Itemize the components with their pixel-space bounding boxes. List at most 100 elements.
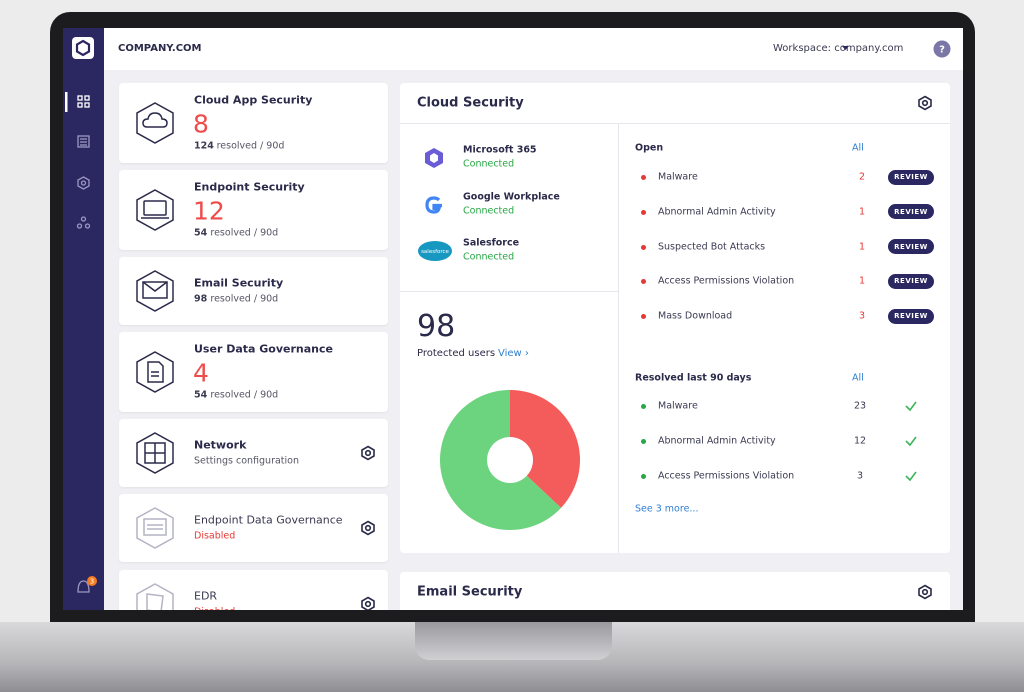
card-icon: [136, 583, 174, 610]
check-icon: [905, 471, 917, 482]
sidebar: [63, 28, 104, 610]
donut-chart: [439, 390, 580, 530]
cloud-security-panel: Cloud Security 98 Protected users View ›…: [400, 83, 950, 553]
review-button[interactable]: REVIEW: [888, 239, 934, 255]
resolved-count: 124: [194, 140, 214, 152]
card-title: Endpoint Data Governance: [194, 513, 343, 527]
review-button[interactable]: REVIEW: [888, 204, 934, 220]
help-icon[interactable]: ?: [939, 45, 945, 56]
divider: [618, 123, 619, 553]
security-card[interactable]: User Data Governance 4 54 resolved / 90d: [119, 332, 388, 412]
view-link[interactable]: View ›: [498, 348, 529, 359]
alert-count: 3: [858, 310, 866, 322]
security-card[interactable]: EDR Disabled: [119, 570, 388, 610]
alert-name[interactable]: Suspected Bot Attacks: [658, 240, 766, 252]
sidebar-icons: 3: [65, 37, 97, 593]
screen: 3 COMPANY.COM Workspace: company.com ? C…: [63, 28, 963, 610]
integration-status: Connected: [463, 251, 515, 263]
status-dot: [641, 439, 646, 444]
resolved-text: resolved / 90d: [210, 227, 279, 239]
integration-logo: salesforce: [418, 241, 452, 261]
status-dot: [641, 474, 646, 479]
integration-name: Salesforce: [463, 237, 520, 249]
card-title: Email Security: [194, 276, 284, 290]
card-title: EDR: [194, 589, 218, 603]
see-more-link[interactable]: See 3 more...: [635, 503, 699, 515]
help-button[interactable]: ?: [929, 36, 955, 62]
alert-name[interactable]: Malware: [658, 400, 698, 412]
card-title: Network: [194, 438, 247, 452]
integration-name: Microsoft 365: [463, 144, 537, 156]
security-card[interactable]: Email Security 98 resolved / 90d: [119, 257, 388, 325]
card-title: Endpoint Security: [194, 180, 305, 194]
status-dot: [641, 244, 646, 250]
settings-icon[interactable]: [917, 584, 933, 600]
workspace-selector[interactable]: Workspace: company.com: [773, 43, 904, 54]
security-card[interactable]: Network Settings configuration: [119, 419, 388, 487]
card-subtitle: Settings configuration: [194, 455, 300, 467]
integration-logo: [425, 195, 442, 214]
card-alert-count: 8: [193, 109, 209, 139]
settings-icon[interactable]: [360, 520, 376, 536]
top-bar: [63, 28, 963, 70]
review-button[interactable]: REVIEW: [888, 169, 934, 185]
review-button[interactable]: REVIEW: [888, 308, 934, 324]
dropdown-caret: [842, 46, 849, 50]
card-alert-count: 12: [193, 196, 225, 226]
integration-logo: [425, 148, 443, 168]
divider: [400, 123, 950, 124]
alert-count: 12: [853, 435, 867, 447]
protected-users-label: Protected users: [417, 348, 496, 359]
alert-name[interactable]: Access Permissions Violation: [658, 275, 795, 287]
status-dot: [641, 404, 646, 409]
card-icon: [136, 102, 174, 144]
card-title: Cloud App Security: [194, 93, 313, 107]
panel-title: Email Security: [417, 584, 523, 600]
panel-title: Cloud Security: [417, 95, 524, 111]
notification-badge: 3: [90, 578, 94, 586]
all-link[interactable]: All: [852, 372, 864, 384]
alert-name[interactable]: Abnormal Admin Activity: [658, 435, 776, 447]
card-icon: [136, 351, 174, 393]
protected-users-count: 98: [417, 309, 456, 344]
list-title: Open: [635, 142, 664, 154]
settings-icon[interactable]: [360, 445, 376, 461]
settings-icon[interactable]: [917, 95, 933, 111]
donut-segment: [510, 390, 580, 508]
integration-name: Google Workplace: [463, 190, 560, 202]
security-card[interactable]: Endpoint Security 12 54 resolved / 90d: [119, 170, 388, 250]
status-dot: [641, 279, 646, 285]
alert-count: 1: [858, 206, 866, 218]
alert-count: 3: [856, 470, 864, 482]
card-icon: [136, 432, 174, 474]
company-name: COMPANY.COM: [118, 43, 202, 54]
review-button[interactable]: REVIEW: [888, 273, 934, 289]
settings-icon[interactable]: [360, 596, 376, 610]
resolved-text: resolved / 90d: [210, 389, 279, 401]
alert-count: 23: [853, 400, 867, 412]
security-card[interactable]: Endpoint Data Governance Disabled: [119, 494, 388, 562]
alert-name[interactable]: Access Permissions Violation: [658, 470, 795, 482]
email-security-panel: Email Security: [400, 572, 950, 610]
card-title: User Data Governance: [194, 342, 333, 356]
alert-name[interactable]: Mass Download: [658, 310, 733, 322]
resolved-count: 98: [194, 293, 208, 305]
status-dot: [641, 209, 646, 215]
divider: [400, 291, 618, 292]
alert-count: 1: [858, 240, 866, 252]
alert-count: 1: [858, 275, 866, 287]
alert-count: 2: [858, 171, 866, 183]
integration-status: Connected: [463, 204, 515, 216]
card-icon: [136, 270, 174, 312]
laptop-notch: [415, 622, 612, 660]
card-status: Disabled: [194, 607, 235, 610]
alert-name[interactable]: Malware: [658, 171, 698, 183]
status-dot: [641, 175, 646, 180]
resolved-count: 54: [194, 389, 208, 401]
alert-name[interactable]: Abnormal Admin Activity: [658, 206, 776, 218]
security-card[interactable]: Cloud App Security 8 124 resolved / 90d: [119, 83, 388, 163]
card-alert-count: 4: [193, 358, 209, 388]
resolved-text: resolved / 90d: [216, 140, 285, 152]
all-link[interactable]: All: [852, 142, 864, 154]
